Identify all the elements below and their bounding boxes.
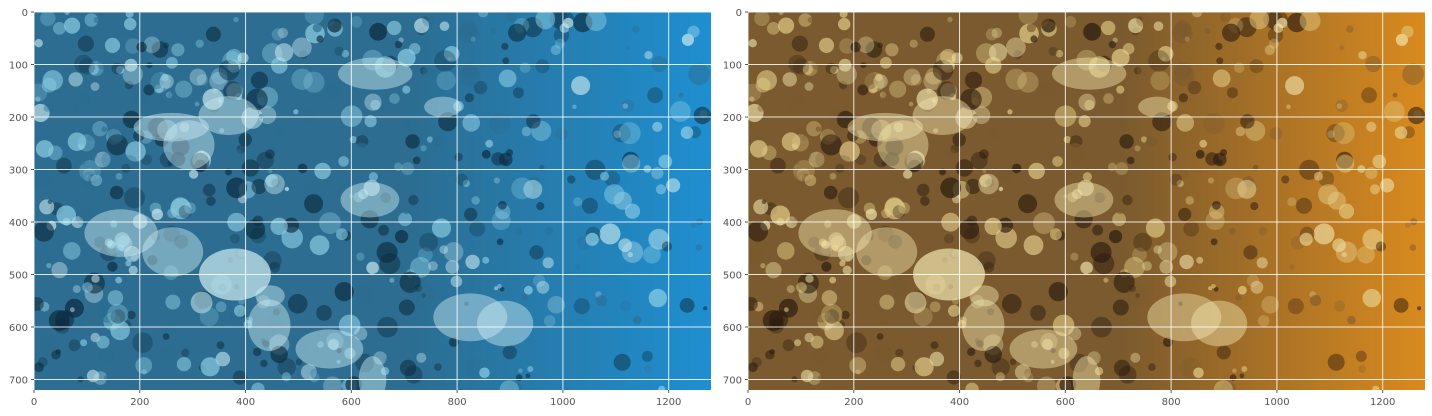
y-tick-label: 300	[723, 166, 742, 177]
x-tick-label: 0	[745, 397, 751, 408]
y-tick-label: 300	[9, 166, 28, 177]
y-tick-label: 100	[723, 61, 742, 72]
left-image-panel: 0 200 400 600 800 1000 1200 0 100 200 300 400 500 600…	[9, 8, 711, 408]
x-tick-label: 1200	[1370, 397, 1395, 408]
grid-lines	[747, 11, 1425, 390]
x-tick-label: 200	[130, 397, 149, 408]
y-tick-label: 600	[723, 323, 742, 334]
x-tick-label: 600	[342, 397, 361, 408]
x-tick-label: 400	[950, 397, 969, 408]
y-tick-label: 700	[9, 376, 28, 387]
x-tick-label: 0	[31, 397, 37, 408]
x-tick-label: 1000	[550, 397, 575, 408]
y-tick-label: 200	[723, 113, 742, 124]
x-tick-label: 1000	[1264, 397, 1289, 408]
x-tick-label: 800	[1162, 397, 1181, 408]
y-tick-label: 500	[723, 271, 742, 282]
y-tick-label: 100	[9, 61, 28, 72]
x-tick-label: 800	[448, 397, 467, 408]
y-tick-label: 700	[723, 376, 742, 387]
y-tick-label: 400	[723, 218, 742, 229]
y-tick-label: 200	[9, 113, 28, 124]
y-tick-label: 400	[9, 218, 28, 229]
x-tick-label: 600	[1056, 397, 1075, 408]
x-tick-label: 200	[844, 397, 863, 408]
x-tick-label: 1200	[656, 397, 681, 408]
y-tick-label: 0	[22, 8, 28, 19]
right-image-panel: 0 200 400 600 800 1000 1200 0 100 200 300 400 500 600…	[723, 8, 1425, 408]
y-tick-label: 0	[736, 8, 742, 19]
y-tick-label: 500	[9, 271, 28, 282]
x-tick-label: 400	[236, 397, 255, 408]
y-tick-label: 600	[9, 323, 28, 334]
grid-lines	[33, 11, 711, 390]
